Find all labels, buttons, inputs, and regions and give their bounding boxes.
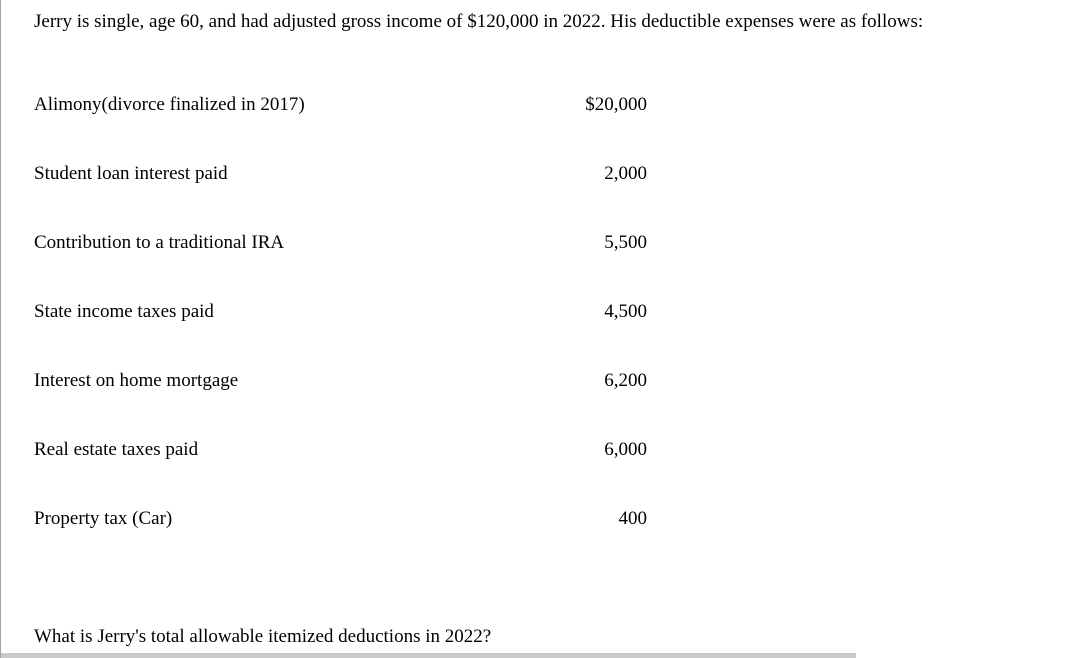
expense-value: 6,200 — [604, 370, 647, 391]
expense-value: $20,000 — [585, 94, 647, 115]
expense-row: Alimony(divorce finalized in 2017) $20,0… — [34, 92, 647, 117]
expense-value: 400 — [618, 508, 648, 529]
expense-label: Contribution to a traditional IRA — [34, 232, 285, 253]
expense-row: Property tax (Car) 400 — [34, 506, 647, 531]
expense-row: Student loan interest paid 2,000 — [34, 161, 647, 186]
expense-value: 2,000 — [604, 163, 647, 184]
expense-row: Contribution to a traditional IRA 5,500 — [34, 230, 647, 255]
expense-row: Interest on home mortgage 6,200 — [34, 368, 647, 393]
expense-label: Alimony(divorce finalized in 2017) — [34, 94, 305, 115]
expense-row: State income taxes paid 4,500 — [34, 299, 647, 324]
expense-value: 5,500 — [604, 232, 647, 253]
expense-label: Real estate taxes paid — [34, 439, 199, 460]
expense-value: 6,000 — [604, 439, 647, 460]
horizontal-scrollbar[interactable] — [1, 653, 856, 658]
question-text: What is Jerry's total allowable itemized… — [34, 626, 492, 647]
expense-row: Real estate taxes paid 6,000 — [34, 437, 647, 462]
expense-label: Property tax (Car) — [34, 508, 173, 529]
intro-text: Jerry is single, age 60, and had adjuste… — [34, 11, 924, 32]
expense-label: State income taxes paid — [34, 301, 214, 322]
expense-value: 4,500 — [604, 301, 647, 322]
expense-label: Interest on home mortgage — [34, 370, 239, 391]
expense-label: Student loan interest paid — [34, 163, 228, 184]
